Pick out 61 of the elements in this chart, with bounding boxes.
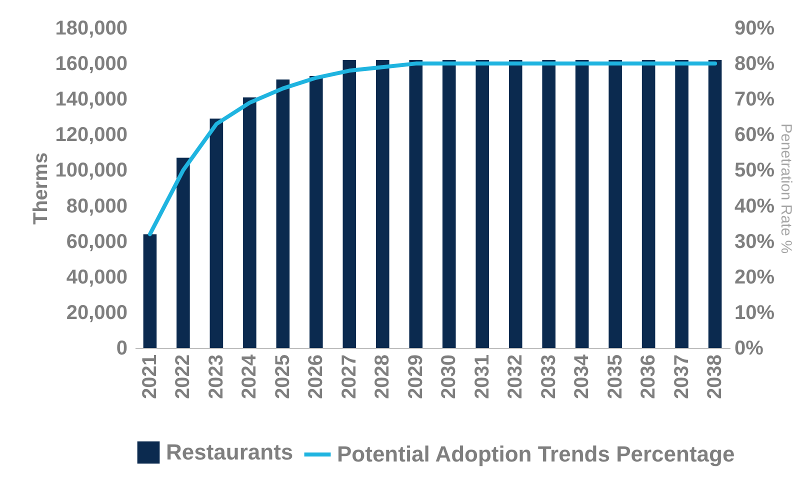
y2-tick-label: 0% (734, 338, 764, 360)
x-tick-label: 2022 (172, 354, 194, 399)
y2-tick-label: 70% (734, 88, 775, 111)
x-tick-label: 2035 (604, 354, 626, 399)
y-tick-label: 180,000 (55, 18, 128, 40)
bar (675, 60, 688, 348)
bar (143, 234, 157, 348)
y-tick-label: 160,000 (55, 53, 128, 76)
bar (642, 60, 656, 348)
bar (210, 118, 224, 348)
y2-tick-label: 50% (734, 160, 775, 182)
y-tick-label: 100,000 (55, 160, 128, 182)
bar (608, 60, 622, 348)
x-tick-label: 2028 (372, 354, 394, 399)
x-tick-label: 2029 (404, 354, 427, 399)
y2-tick-label: 10% (734, 302, 775, 324)
bar (409, 60, 423, 348)
y-axis-title: Therms (30, 152, 52, 225)
y2-tick-label: 30% (734, 230, 775, 253)
bar (442, 60, 456, 348)
y-tick-label: 0 (116, 338, 128, 360)
x-tick-label: 2021 (138, 354, 161, 399)
y2-tick-label: 40% (734, 195, 775, 218)
bar (276, 80, 290, 348)
y-tick-label: 20,000 (66, 302, 128, 324)
x-tick-label: 2038 (704, 354, 726, 399)
y-tick-label: 40,000 (66, 266, 128, 288)
x-tick-label: 2030 (438, 354, 460, 399)
bar (575, 60, 589, 348)
y-tick-label: 140,000 (55, 88, 128, 111)
x-tick-label: 2036 (638, 354, 660, 399)
y2-tick-label: 80% (734, 53, 775, 76)
bar (176, 158, 190, 348)
x-tick-label: 2034 (571, 354, 594, 399)
bar (476, 60, 490, 348)
y-tick-label: 60,000 (66, 230, 128, 253)
legend-label: Restaurants (166, 440, 294, 464)
x-tick-label: 2027 (338, 354, 360, 399)
legend-label: Potential Adoption Trends Percentage (337, 442, 735, 466)
line-series (148, 62, 718, 236)
x-tick-label: 2024 (238, 354, 261, 399)
y2-tick-label: 90% (734, 18, 775, 40)
y2-tick-label: 60% (734, 124, 775, 146)
bar (310, 76, 323, 348)
bar (508, 60, 522, 348)
bar (708, 60, 722, 348)
y2-tick-label: 20% (734, 266, 775, 288)
bar (542, 60, 556, 348)
bar (376, 60, 390, 348)
x-tick-label: 2033 (538, 354, 560, 399)
x-tick-label: 2037 (670, 354, 693, 399)
x-tick-label: 2032 (504, 354, 527, 399)
y-tick-label: 80,000 (66, 195, 128, 218)
y2-axis-title: Penetration Rate % (778, 123, 795, 254)
y-tick-label: 120,000 (55, 124, 128, 146)
bar (243, 97, 256, 348)
x-tick-label: 2031 (471, 354, 494, 399)
x-tick-label: 2026 (305, 354, 328, 399)
x-tick-label: 2023 (205, 354, 228, 399)
bar (342, 60, 356, 348)
x-tick-label: 2025 (272, 354, 294, 399)
